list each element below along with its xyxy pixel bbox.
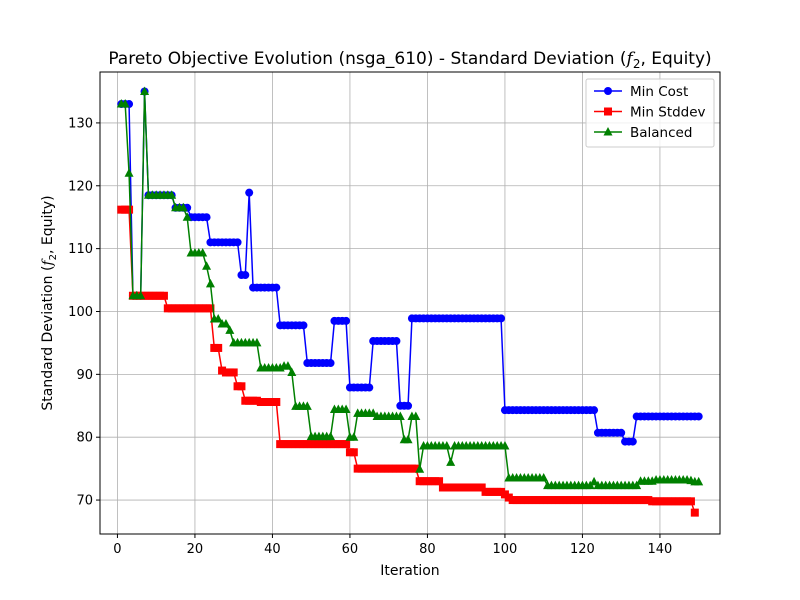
- data-point-min-cost: [392, 337, 401, 346]
- data-point-balanced: [283, 361, 293, 370]
- data-point-min-cost: [233, 238, 242, 247]
- data-point-balanced: [252, 337, 262, 347]
- data-point-balanced: [326, 431, 336, 441]
- data-point-min-cost: [299, 321, 308, 330]
- data-point-balanced: [124, 168, 134, 177]
- data-point-min-cost: [628, 437, 637, 446]
- data-point-min-cost: [694, 412, 703, 421]
- data-point-balanced: [225, 325, 235, 334]
- x-tick-label: 60: [342, 542, 359, 557]
- y-axis-label: Standard Deviation (f2, Equity): [40, 195, 59, 410]
- series-min-cost: [117, 87, 703, 446]
- x-tick-label: 80: [419, 542, 436, 557]
- x-tick-label: 120: [570, 542, 595, 557]
- data-point-min-cost: [241, 271, 250, 280]
- data-point-min-cost: [617, 428, 626, 437]
- data-point-balanced: [632, 480, 642, 490]
- data-point-min-cost: [497, 314, 506, 323]
- x-axis-label: Iteration: [380, 563, 439, 579]
- y-tick-label: 80: [76, 431, 93, 446]
- axes-frame: [99, 71, 721, 535]
- data-point-min-stddev: [237, 382, 246, 391]
- y-tick-label: 100: [68, 305, 93, 320]
- data-point-min-stddev: [435, 477, 444, 486]
- data-point-min-cost: [590, 406, 599, 415]
- legend-box: [585, 78, 715, 148]
- legend-item-min-cost: Min Cost: [594, 84, 688, 100]
- data-point-min-stddev: [206, 304, 215, 313]
- data-point-balanced: [213, 314, 223, 323]
- data-point-balanced: [341, 404, 351, 414]
- data-point-balanced: [120, 99, 130, 108]
- data-point-min-stddev: [342, 440, 351, 449]
- y-tick-label: 110: [68, 242, 93, 257]
- legend-item-min-stddev: Min Stddev: [594, 105, 706, 121]
- data-point-balanced: [446, 457, 456, 466]
- data-point-balanced: [411, 411, 421, 420]
- data-point-min-stddev: [272, 398, 281, 406]
- data-point-min-cost: [272, 283, 281, 292]
- data-point-balanced: [140, 86, 150, 95]
- data-point-balanced: [395, 411, 405, 420]
- plot-area: [116, 86, 704, 517]
- data-point-balanced: [539, 473, 549, 482]
- y-tick-label: 130: [68, 116, 93, 131]
- series-balanced: [116, 86, 704, 490]
- legend-marker: [604, 107, 612, 116]
- data-point-balanced: [442, 441, 452, 450]
- data-point-balanced: [694, 476, 704, 486]
- data-point-min-stddev: [690, 508, 699, 517]
- data-point-balanced: [205, 278, 215, 288]
- legend: Min Cost Min Stddev Balanced: [585, 78, 715, 148]
- data-point-min-cost: [365, 383, 374, 392]
- data-point-balanced: [302, 401, 312, 410]
- data-point-balanced: [221, 319, 231, 328]
- x-tick-label: 20: [187, 542, 204, 557]
- data-point-min-stddev: [214, 343, 223, 352]
- data-point-balanced: [403, 434, 413, 444]
- data-point-min-cost: [404, 401, 413, 410]
- data-point-balanced: [167, 190, 177, 199]
- axis-ticks: 0 20 40 60 80 100 120 140 70 80 90 100 110 120 130: [68, 116, 672, 557]
- data-point-balanced: [198, 248, 208, 257]
- data-point-min-cost: [202, 213, 211, 222]
- legend-marker: [603, 127, 613, 136]
- data-point-balanced: [589, 476, 599, 486]
- data-point-balanced: [136, 290, 146, 300]
- data-point-balanced: [287, 367, 297, 376]
- data-point-balanced: [202, 261, 212, 270]
- data-point-balanced: [415, 464, 425, 473]
- y-tick-label: 90: [76, 368, 93, 383]
- legend-label: Min Stddev: [630, 105, 706, 121]
- data-point-min-stddev: [125, 205, 134, 214]
- y-tick-label: 70: [76, 494, 93, 509]
- x-tick-label: 0: [113, 542, 121, 557]
- legend-label: Balanced: [630, 125, 692, 141]
- data-point-balanced: [182, 212, 192, 221]
- data-point-min-cost: [342, 316, 351, 325]
- x-tick-label: 100: [493, 542, 518, 557]
- chart-title: Pareto Objective Evolution (nsga_610) - …: [108, 49, 711, 71]
- data-point-balanced: [349, 432, 359, 441]
- data-point-min-cost: [326, 359, 335, 368]
- legend-marker: [604, 87, 612, 95]
- data-point-min-stddev: [229, 368, 238, 377]
- data-point-balanced: [500, 441, 510, 450]
- legend-label: Min Cost: [630, 84, 688, 100]
- data-point-min-cost: [245, 188, 254, 197]
- data-point-min-stddev: [477, 483, 486, 492]
- x-tick-label: 40: [264, 542, 281, 557]
- data-point-min-stddev: [349, 448, 358, 457]
- data-point-min-stddev: [411, 464, 420, 473]
- x-tick-label: 140: [648, 542, 673, 557]
- legend-item-balanced: Balanced: [594, 125, 692, 141]
- data-point-min-stddev: [686, 497, 695, 506]
- data-point-min-stddev: [159, 291, 168, 300]
- data-point-balanced: [178, 202, 188, 212]
- y-tick-label: 120: [68, 179, 93, 194]
